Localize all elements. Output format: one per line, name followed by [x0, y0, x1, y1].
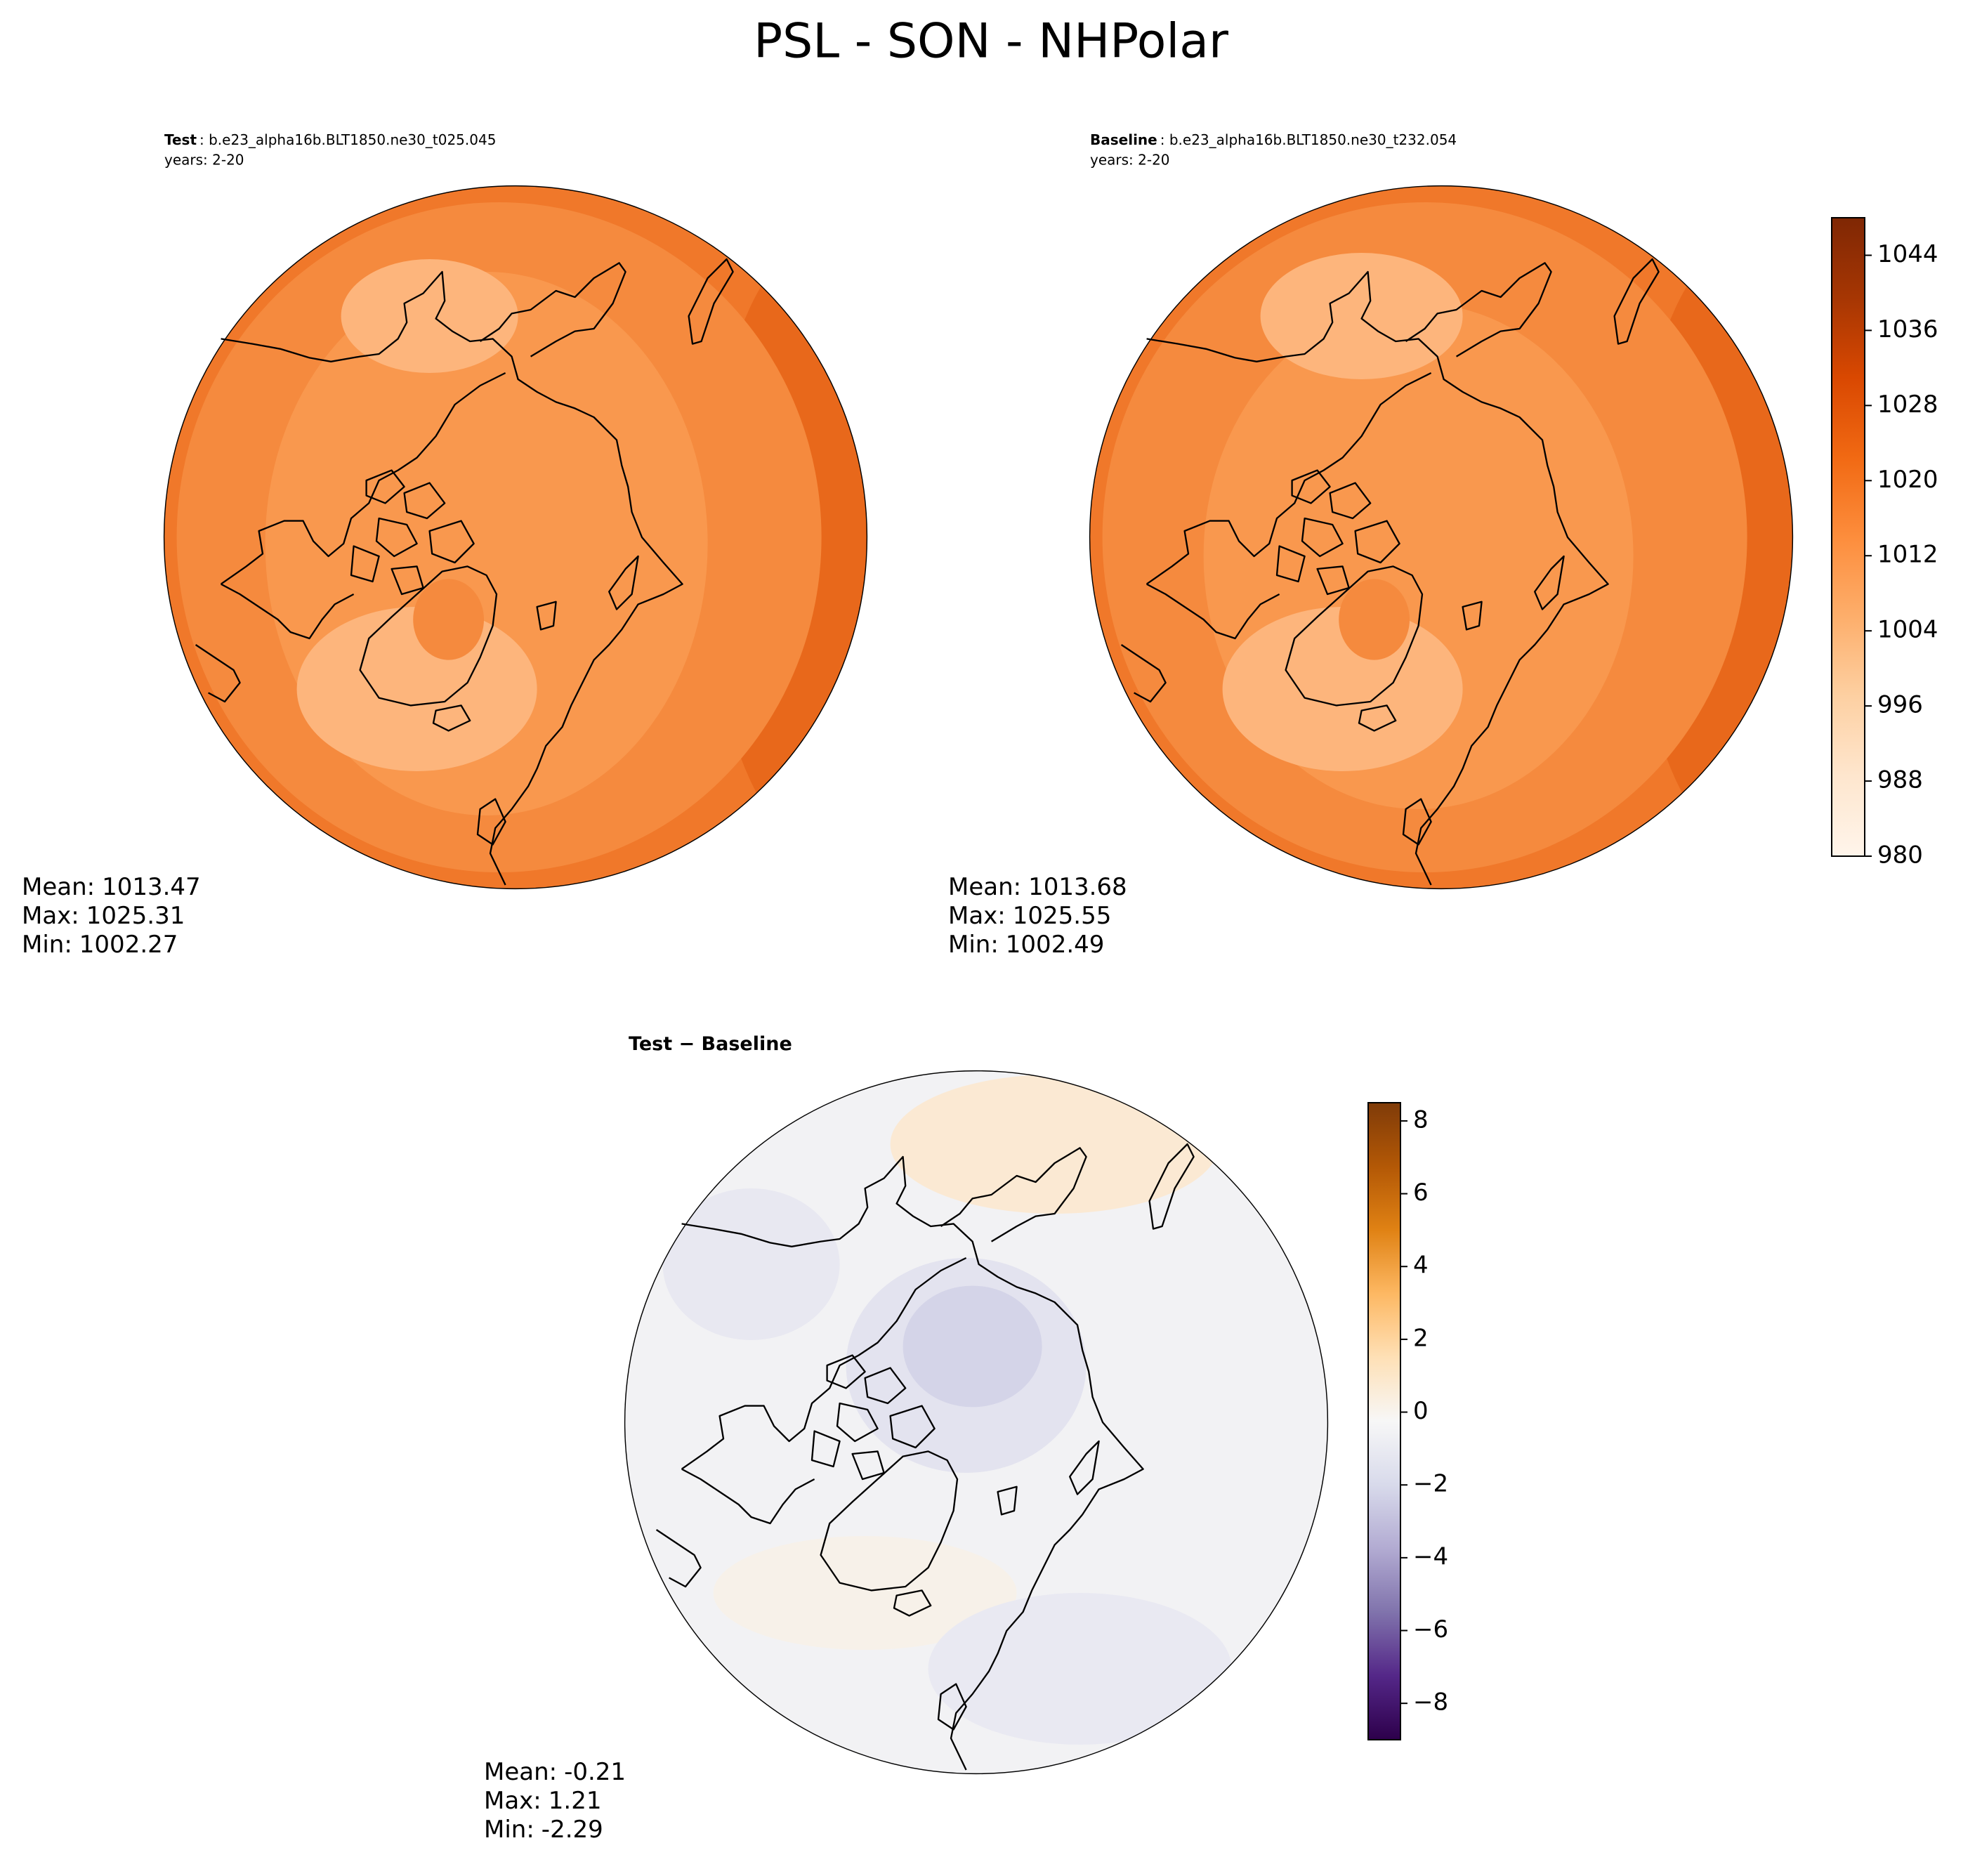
panel-label: Test: [164, 131, 197, 148]
tick-label: −4: [1413, 1542, 1448, 1570]
tick-label: 1044: [1877, 240, 1938, 268]
tick-label: 1036: [1877, 315, 1938, 343]
tick-label: 4: [1413, 1252, 1429, 1280]
stat-line: Mean: 1013.47: [22, 873, 201, 901]
colorbar: [1367, 1102, 1401, 1740]
stat-label: Min:: [22, 931, 72, 959]
case-name: : b.e23_alpha16b.BLT1850.ne30_t025.045: [199, 131, 496, 148]
tick-label: −8: [1413, 1688, 1448, 1717]
stat-line: Max: 1.21: [484, 1787, 601, 1815]
stat-value: 1013.47: [102, 873, 201, 901]
tick-label: 996: [1877, 691, 1923, 719]
stat-line: Min: 1002.27: [22, 931, 178, 959]
stat-value: 1025.31: [86, 902, 185, 930]
tick-label: 988: [1877, 766, 1923, 794]
stat-line: Max: 1025.55: [948, 902, 1111, 930]
stat-label: Mean:: [948, 873, 1021, 901]
tick-label: 1020: [1877, 466, 1938, 494]
tick-label: 6: [1413, 1179, 1429, 1207]
stat-value: 1002.27: [79, 931, 178, 959]
stat-label: Min:: [484, 1816, 534, 1844]
panel-subtitle: years: 2-20: [164, 152, 244, 169]
stat-value: 1.21: [549, 1787, 602, 1815]
case-name: : b.e23_alpha16b.BLT1850.ne30_t232.054: [1160, 131, 1457, 148]
tick-label: −2: [1413, 1470, 1448, 1498]
stat-value: 1013.68: [1028, 873, 1127, 901]
stat-line: Max: 1025.31: [22, 902, 185, 930]
stat-value: 1002.49: [1006, 931, 1105, 959]
panel-header: Test − Baseline: [629, 1033, 792, 1055]
tick-label: 1012: [1877, 541, 1938, 569]
stat-label: Max:: [22, 902, 79, 930]
panel-label: Baseline: [1090, 131, 1157, 148]
stat-line: Mean: 1013.68: [948, 873, 1127, 901]
panel-header: Baseline: b.e23_alpha16b.BLT1850.ne30_t2…: [1090, 131, 1457, 148]
tick-label: 1004: [1877, 616, 1938, 644]
tick-label: 8: [1413, 1106, 1429, 1134]
baseline-map: [1089, 185, 1794, 890]
stat-value: 1025.55: [1013, 902, 1112, 930]
tick-label: −6: [1413, 1615, 1448, 1644]
stat-line: Min: -2.29: [484, 1816, 603, 1844]
colorbar: [1831, 217, 1865, 857]
stat-line: Min: 1002.49: [948, 931, 1104, 959]
panel-header: Test: b.e23_alpha16b.BLT1850.ne30_t025.0…: [164, 131, 496, 148]
test-map: [163, 185, 868, 890]
difference-map: [624, 1070, 1329, 1775]
stat-label: Max:: [484, 1787, 542, 1815]
stat-value: -0.21: [564, 1758, 626, 1786]
panel-label: Test − Baseline: [629, 1033, 792, 1055]
figure-title: PSL - SON - NHPolar: [754, 14, 1228, 70]
panel-subtitle: years: 2-20: [1090, 152, 1170, 169]
stat-label: Min:: [948, 931, 999, 959]
tick-label: 980: [1877, 841, 1923, 870]
stat-label: Mean:: [22, 873, 95, 901]
stat-label: Max:: [948, 902, 1006, 930]
stat-label: Mean:: [484, 1758, 557, 1786]
tick-label: 2: [1413, 1324, 1429, 1352]
tick-label: 0: [1413, 1397, 1429, 1425]
tick-label: 1028: [1877, 391, 1938, 419]
stat-value: -2.29: [542, 1816, 603, 1844]
stat-line: Mean: -0.21: [484, 1758, 626, 1786]
